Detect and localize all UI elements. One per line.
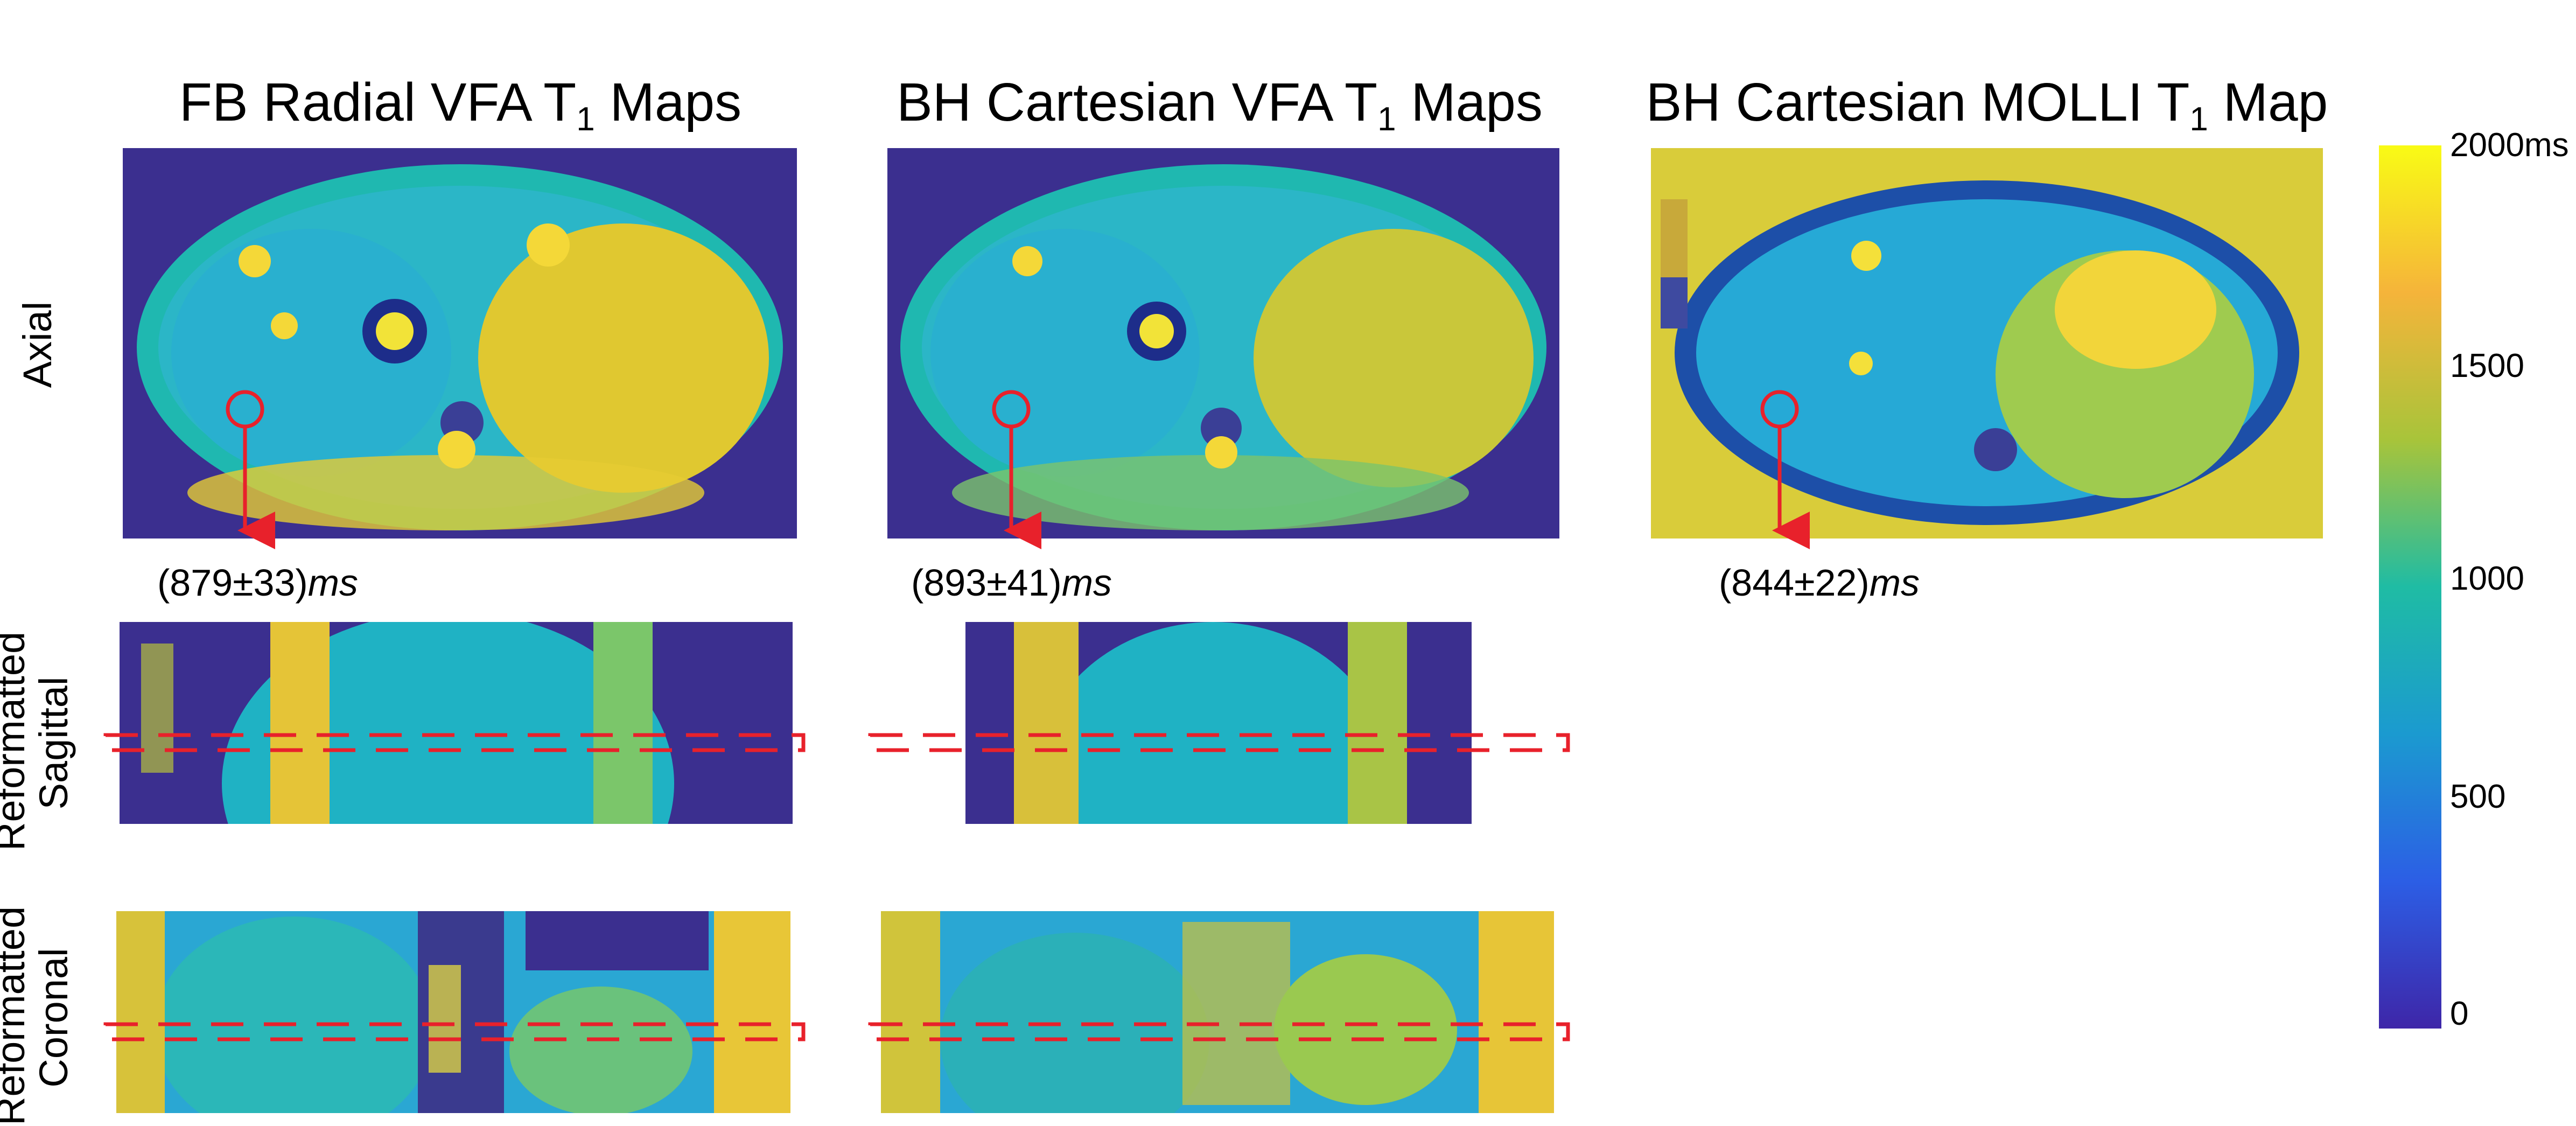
coronal-map-bh-cartesian-vfa: [881, 911, 1554, 1113]
title-bh-cartesian-vfa: BH Cartesian VFA T1 Maps: [883, 65, 1556, 140]
colorbar-tick-1500: 1500: [2450, 347, 2524, 384]
axial-map-bh-cartesian-molli: [1651, 148, 2323, 538]
sagittal-map-bh-cartesian-vfa: [965, 622, 1472, 824]
title-main: BH Cartesian MOLLI T: [1646, 72, 2190, 132]
sagittal-map-fb-radial: [120, 622, 793, 824]
roi-value-number: (893±41): [911, 562, 1062, 604]
row-label-coronal: Reformatted Coronal: [0, 906, 76, 1125]
roi-value-fb-radial: (879±33)ms: [157, 561, 358, 604]
row-label-coronal-line2: Coronal: [31, 948, 76, 1088]
colorbar-tick-0: 0: [2450, 995, 2469, 1032]
colorbar: [2379, 145, 2441, 1029]
roi-value-number: (879±33): [157, 562, 308, 604]
row-label-axial-text: Axial: [15, 301, 60, 388]
coronal-map-fb-radial: [116, 911, 790, 1113]
row-label-axial: Axial: [15, 285, 60, 404]
axial-map-fb-radial: [123, 148, 797, 538]
title-tail: Maps: [1396, 72, 1543, 132]
colorbar-tick-500: 500: [2450, 778, 2506, 815]
title-bh-cartesian-molli: BH Cartesian MOLLI T1 Map: [1637, 65, 2337, 140]
roi-value-bh-cartesian-molli: (844±22)ms: [1719, 561, 1920, 604]
row-label-sagittal-line2: Sagittal: [31, 676, 76, 810]
roi-value-unit: ms: [307, 562, 359, 604]
roi-value-number: (844±22): [1719, 562, 1870, 604]
title-tail: Maps: [594, 72, 742, 132]
title-main: BH Cartesian VFA T: [897, 72, 1378, 132]
axial-map-bh-cartesian-vfa: [887, 148, 1559, 538]
roi-value-unit: ms: [1061, 562, 1112, 604]
row-label-sagittal-line1: Reformatted: [0, 631, 33, 851]
title-main: FB Radial VFA T: [179, 72, 577, 132]
title-fb-radial-vfa: FB Radial VFA T1 Maps: [124, 65, 797, 140]
title-tail: Map: [2208, 72, 2328, 132]
title-subscript: 1: [1377, 101, 1396, 138]
roi-value-unit: ms: [1869, 562, 1920, 604]
row-label-coronal-line1: Reformatted: [0, 906, 33, 1125]
roi-value-bh-cartesian-vfa: (893±41)ms: [911, 561, 1112, 604]
title-subscript: 1: [2189, 101, 2208, 138]
colorbar-tick-1000: 1000: [2450, 560, 2524, 597]
colorbar-tick-2000: 2000ms: [2450, 127, 2569, 164]
title-subscript: 1: [576, 101, 595, 138]
row-label-sagittal: Reformatted Sagittal: [0, 631, 76, 851]
